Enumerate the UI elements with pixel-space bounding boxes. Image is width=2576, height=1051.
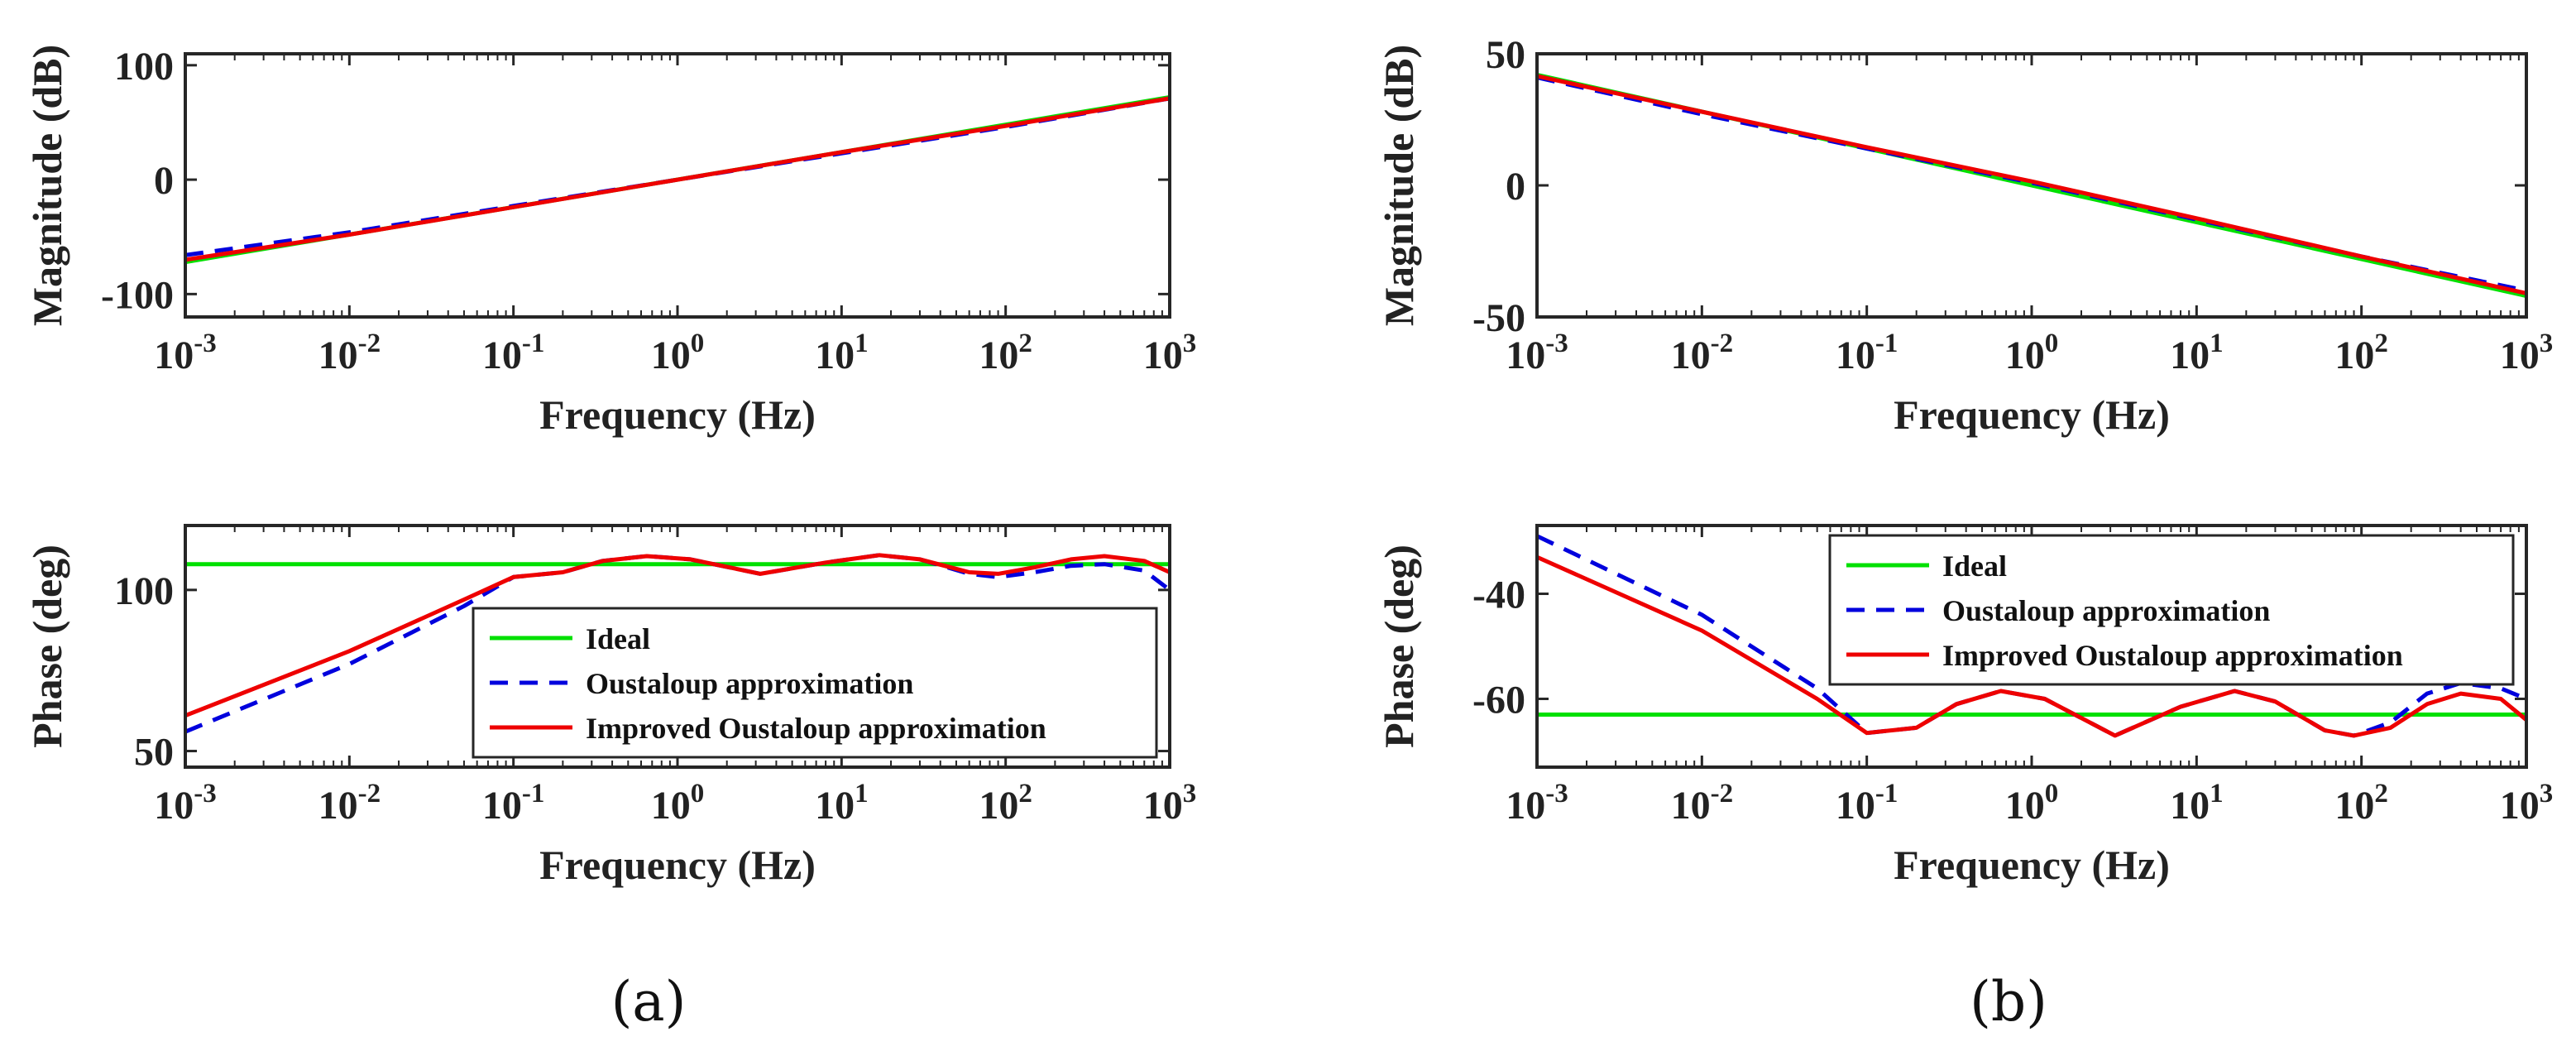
y-tick-label: 50 [1486,33,1525,77]
caption-b: (b) [1970,970,2047,1034]
x-tick-label: 100 [2005,779,2059,828]
x-tick-label: 102 [2334,779,2388,828]
plots-group: 10-3 10-2 10-1 100 101 102 103 -100 0 100 Frequenc… [24,33,2553,888]
y-axis-label: Phase (deg) [1376,545,1422,748]
chart-b-magnitude: 10-3 10-2 10-1 100 101 102 103 -50 0 50 Frequency … [1376,33,2553,438]
x-tick-label: 102 [2334,329,2388,377]
legend-label: Oustaloup approximation [1942,594,2270,627]
y-axis-label: Magnitude (dB) [1376,45,1422,326]
legend-label: Oustaloup approximation [586,667,913,700]
chart-b-phase: 10-3 10-2 10-1 100 101 102 103 -40 -60 Frequency … [1376,524,2554,888]
y-tick-label: 50 [134,731,174,775]
series-group [1537,72,2526,299]
series-line-improved-oustaloup-approximation [1537,74,2526,295]
x-tick-label: 10-3 [1506,329,1568,377]
x-axis-label: Frequency (Hz) [1894,391,2170,438]
legend-label: Ideal [586,622,650,655]
x-tick-label: 102 [979,779,1032,828]
x-tick-label: 103 [2500,779,2554,828]
y-tick-label: -100 [101,273,174,317]
x-tick-label: 10-2 [318,329,381,377]
x-axis-label: Frequency (Hz) [539,842,816,888]
chart-a-phase: 10-3 10-2 10-1 100 101 102 103 50 100 Frequency (… [24,524,1197,888]
y-tick-label: 0 [154,159,174,203]
y-tick-label: -40 [1472,573,1525,617]
caption-a: (a) [611,970,687,1034]
x-tick-label: 103 [1143,329,1197,377]
x-tick-label: 100 [651,329,705,377]
legend-box [472,607,1158,759]
x-tick-label: 103 [1143,779,1197,828]
x-tick-label: 101 [815,329,868,377]
y-axis-label: Phase (deg) [24,545,70,748]
series-group [185,95,1170,265]
x-tick-label: 10-2 [1671,329,1734,377]
x-tick-label: 100 [651,779,705,828]
y-tick-label: -60 [1472,678,1525,722]
x-tick-label: 100 [2005,329,2059,377]
x-tick-label: 10-2 [318,779,381,828]
x-tick-label: 101 [2170,329,2224,377]
y-axis-label: Magnitude (dB) [24,45,70,326]
x-tick-label: 10-1 [1836,329,1898,377]
x-tick-label: 10-1 [1836,779,1898,828]
legend-box [1828,534,2515,686]
x-tick-label: 101 [2170,779,2224,828]
y-tick-label: 100 [114,569,174,613]
legend: Ideal Oustaloup approximation Improved Ous… [1828,534,2515,686]
x-tick-label: 10-3 [154,779,217,828]
x-tick-label: 101 [815,779,868,828]
y-tick-label: 100 [114,45,174,89]
x-tick-label: 103 [2500,329,2554,377]
x-tick-label: 102 [979,329,1032,377]
series-line-improved-oustaloup-approximation [1537,554,2526,738]
legend-label: Improved Oustaloup approximation [586,712,1046,745]
x-tick-label: 10-1 [482,779,545,828]
x-tick-label: 10-3 [154,329,217,377]
y-tick-label: 0 [1506,165,1525,209]
series-line-improved-oustaloup-approximation [185,96,1170,262]
y-tick-label: -50 [1472,296,1525,340]
chart-a-magnitude: 10-3 10-2 10-1 100 101 102 103 -100 0 100 Frequenc… [24,45,1196,438]
series-group [1537,534,2526,738]
series-group [185,553,1170,734]
series-line-improved-oustaloup-approximation [185,553,1170,718]
x-tick-label: 10-1 [482,329,545,377]
legend-label: Ideal [1942,549,2007,583]
legend-label: Improved Oustaloup approximation [1942,639,2403,672]
x-tick-label: 10-3 [1506,779,1568,828]
series-line-oustaloup-approximation [185,96,1170,257]
x-axis-label: Frequency (Hz) [539,391,816,438]
legend: Ideal Oustaloup approximation Improved Ous… [472,607,1158,759]
x-axis-label: Frequency (Hz) [1894,842,2170,888]
x-tick-label: 10-2 [1671,779,1734,828]
